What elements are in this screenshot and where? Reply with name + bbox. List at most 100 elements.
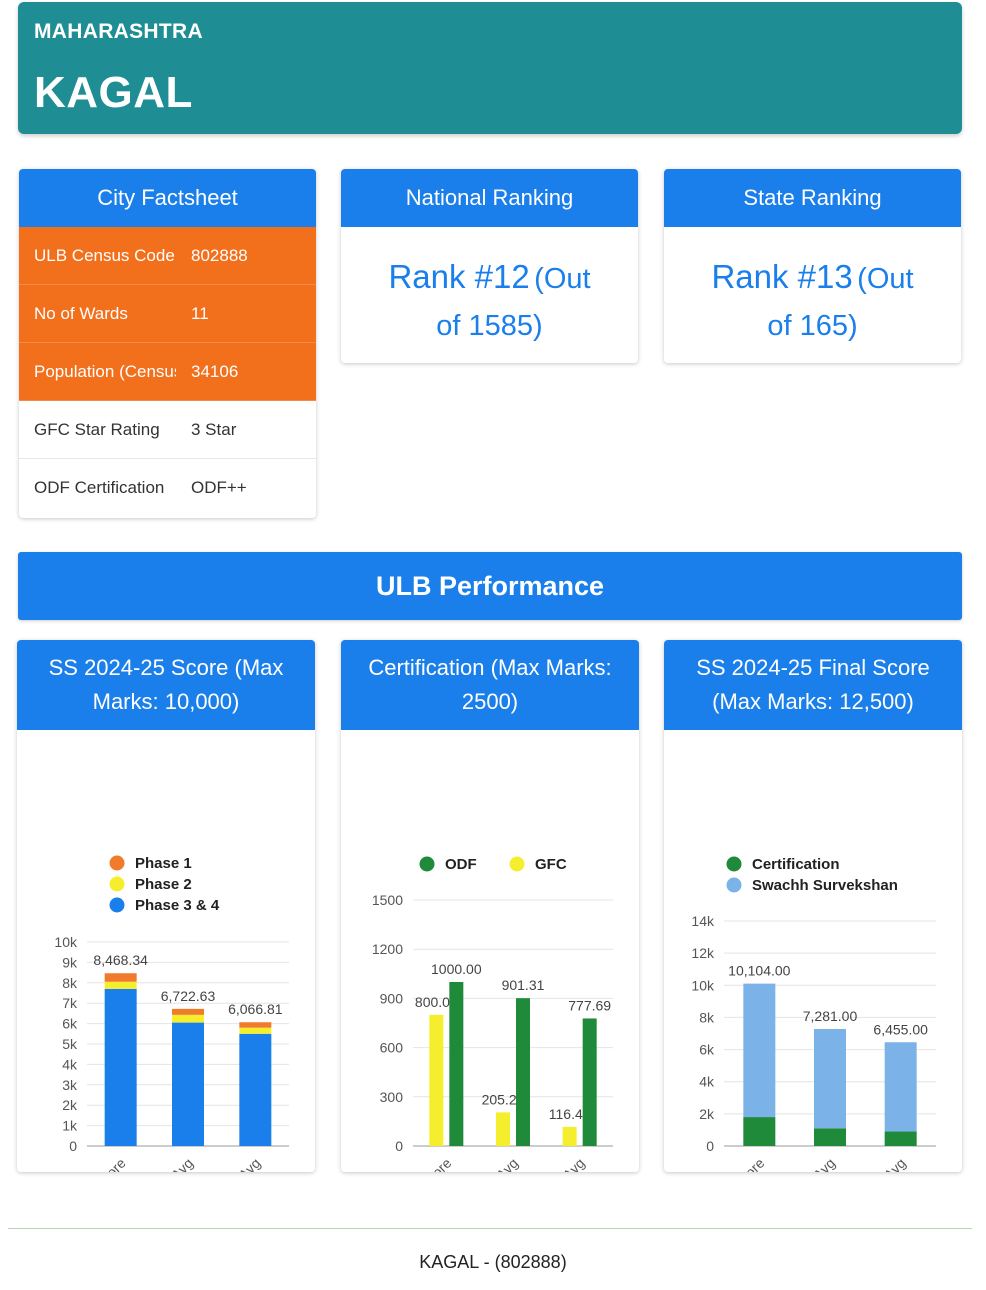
- bar-gfc-ulb-score: [429, 1014, 444, 1146]
- city-header: MAHARASHTRA KAGAL: [18, 2, 962, 134]
- data-label-gfc-national-avg: 116.46: [549, 1106, 591, 1122]
- x-tick-label-national-avg: National Avg: [521, 1155, 588, 1172]
- y-tick-label: 2k: [62, 1097, 78, 1113]
- data-label-odf-ulb-score: 1000.00: [431, 961, 482, 977]
- certification-chart: ODF GFC 0 300 600 900 1200 1500 800.00 1000.00 ULB…: [372, 856, 613, 1172]
- national-rank: Rank #12: [388, 258, 530, 295]
- national-ranking-title: National Ranking: [341, 169, 638, 227]
- y-tick-label: 1k: [62, 1118, 78, 1134]
- bar-phase-1-national-avg: [239, 1022, 272, 1028]
- bar-phase-2-state-avg: [172, 1014, 204, 1023]
- y-tick-label: 1200: [372, 941, 403, 957]
- y-tick-label: 900: [380, 990, 404, 1006]
- data-label-odf-national-avg: 777.69: [568, 997, 611, 1013]
- fact-row-gfc: GFC Star Rating 3 Star: [19, 401, 316, 459]
- fact-value: 11: [191, 303, 209, 323]
- y-tick-label: 12k: [691, 945, 715, 961]
- bar-phase-3-4-national-avg: [239, 1033, 272, 1146]
- legend-label-odf: ODF: [445, 856, 477, 873]
- x-tick-label-state-avg: State Avg: [468, 1155, 522, 1172]
- fact-row-census-code: ULB Census Code 802888: [19, 227, 316, 285]
- y-tick-label: 0: [706, 1138, 714, 1154]
- bar-odf-state-avg: [516, 998, 530, 1146]
- bar-gfc-state-avg: [496, 1112, 510, 1146]
- city-name: KAGAL: [34, 68, 193, 117]
- bar-certification-state-avg: [814, 1128, 846, 1146]
- y-tick-label: 10k: [691, 977, 715, 993]
- x-tick-label-state-avg: State Avg: [143, 1155, 197, 1172]
- legend-swatch-swachh-survekshan: [726, 877, 742, 893]
- total-label-national-avg: 6,455.00: [873, 1021, 928, 1037]
- data-label-odf-state-avg: 901.31: [502, 977, 545, 993]
- y-tick-label: 8k: [62, 975, 78, 991]
- national-out-pre: (Out: [534, 263, 591, 295]
- chart-title-line1: SS 2024-25 Final Score: [696, 655, 930, 680]
- total-label-national-avg: 6,066.81: [228, 1001, 283, 1017]
- bar-phase-2-ulb-score: [104, 981, 137, 989]
- total-label-state-avg: 6,722.63: [161, 988, 216, 1004]
- legend-label-certification: Certification: [752, 856, 840, 873]
- y-tick-label: 0: [69, 1138, 77, 1154]
- fact-row-population: Population (Census 2011) 34106: [19, 343, 316, 401]
- legend-swatch-gfc: [509, 856, 525, 872]
- factsheet-title: City Factsheet: [19, 169, 316, 227]
- fact-key: Population (Census 2011): [34, 361, 176, 381]
- state-out-pre: (Out: [857, 263, 914, 295]
- x-tick-label-ulb-score: ULB Score: [708, 1155, 767, 1172]
- bar-certification-ulb-score: [743, 1117, 776, 1146]
- x-tick-label-national-avg: National Avg: [842, 1155, 909, 1172]
- bar-swachh-survekshan-ulb-score: [743, 983, 776, 1118]
- data-label-gfc-state-avg: 205.23: [482, 1091, 525, 1107]
- bar-odf-ulb-score: [449, 982, 464, 1146]
- chart-title-line2: (Max Marks: 12,500): [712, 689, 914, 714]
- y-tick-label: 6k: [699, 1042, 715, 1058]
- x-tick-label-national-avg: National Avg: [197, 1155, 264, 1172]
- chart-title-line1: Certification (Max Marks:: [368, 655, 612, 680]
- legend-swatch-phase-2: [109, 876, 125, 892]
- legend-swatch-certification: [726, 856, 742, 872]
- y-tick-label: 4k: [699, 1074, 715, 1090]
- x-tick-label-state-avg: State Avg: [785, 1155, 839, 1172]
- legend-label-gfc: GFC: [535, 856, 567, 873]
- chart-title-line2: 2500): [461, 689, 519, 714]
- fact-key: GFC Star Rating: [34, 419, 160, 439]
- certification-chart-card: Certification (Max Marks: 2500) ODF GFC 0 3…: [341, 640, 639, 1172]
- ss-score-chart-card: SS 2024-25 Score (Max Marks: 10,000) Pha…: [17, 640, 315, 1172]
- state-name: MAHARASHTRA: [34, 20, 203, 43]
- bar-phase-2-national-avg: [239, 1027, 272, 1034]
- fact-row-wards: No of Wards 11: [19, 285, 316, 343]
- bar-phase-3-4-ulb-score: [104, 988, 137, 1146]
- final-score-chart-card: SS 2024-25 Final Score (Max Marks: 12,50…: [664, 640, 962, 1172]
- y-tick-label: 10k: [54, 934, 78, 950]
- bar-swachh-survekshan-national-avg: [884, 1042, 917, 1132]
- y-tick-label: 5k: [62, 1036, 78, 1052]
- fact-value: ODF++: [191, 478, 247, 497]
- y-tick-label: 14k: [691, 913, 715, 929]
- state-ranking-title: State Ranking: [664, 169, 961, 227]
- city-factsheet-card: City Factsheet ULB Census Code 802888 No…: [19, 169, 316, 518]
- fact-value: 802888: [191, 245, 248, 265]
- final-score-chart: Certification Swachh Survekshan 0 2k 4k 6k 8k 1…: [691, 856, 936, 1172]
- y-tick-label: 8k: [699, 1009, 715, 1025]
- y-tick-label: 600: [380, 1040, 404, 1056]
- fact-key: ULB Census Code: [34, 245, 175, 265]
- y-tick-label: 7k: [62, 995, 78, 1011]
- fact-row-odf: ODF Certification ODF++: [19, 459, 316, 517]
- y-tick-label: 4k: [62, 1056, 78, 1072]
- state-rank-value: Rank #13 (Out of 165): [664, 227, 961, 348]
- y-tick-label: 2k: [699, 1106, 715, 1122]
- bar-odf-national-avg: [582, 1018, 597, 1146]
- state-rank: Rank #13: [711, 258, 853, 295]
- y-tick-label: 300: [380, 1089, 404, 1105]
- footer-divider: [8, 1228, 972, 1229]
- final-score-chart-title: SS 2024-25 Final Score (Max Marks: 12,50…: [664, 640, 962, 730]
- y-tick-label: 3k: [62, 1077, 78, 1093]
- x-tick-label-ulb-score: ULB Score: [70, 1155, 129, 1172]
- state-ranking-card: State Ranking Rank #13 (Out of 165): [664, 169, 961, 363]
- ulb-performance-title: ULB Performance: [18, 552, 962, 620]
- x-tick-label-ulb-score: ULB Score: [395, 1155, 454, 1172]
- ss-score-chart: Phase 1 Phase 2 Phase 3 & 4 0 1k 2k 3k 4k 5k 6k 7k…: [54, 855, 289, 1172]
- legend-label-phase-2: Phase 2: [135, 876, 192, 893]
- data-label-gfc-ulb-score: 800.00: [415, 994, 458, 1010]
- national-ranking-card: National Ranking Rank #12 (Out of 1585): [341, 169, 638, 363]
